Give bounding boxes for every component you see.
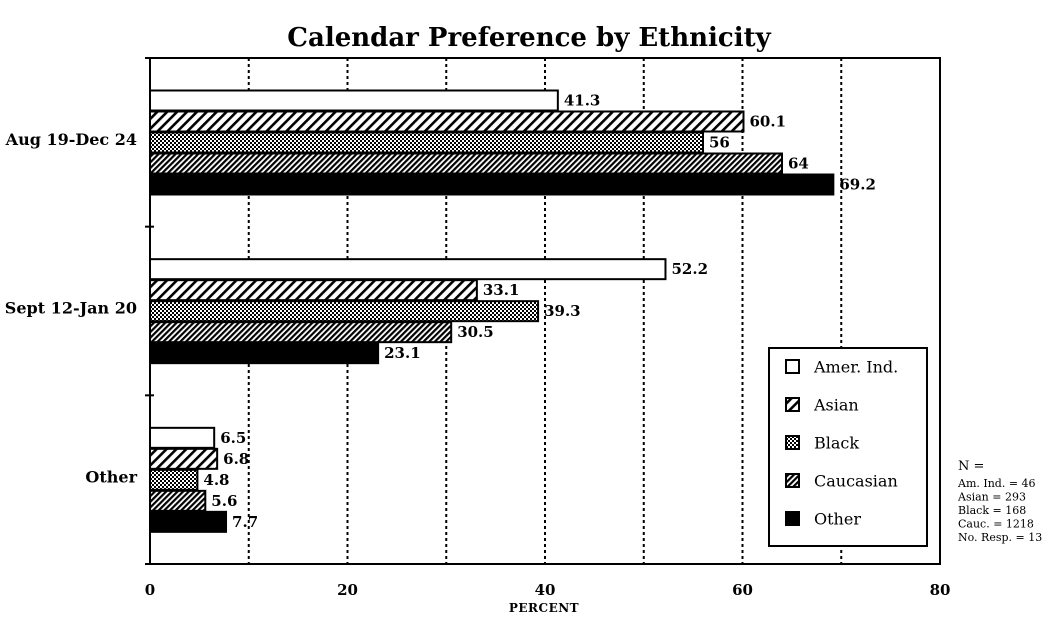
legend-entry: Caucasian — [814, 472, 898, 491]
data-label: 23.1 — [384, 344, 421, 362]
x-tick-label: 40 — [535, 581, 556, 599]
data-label: 5.6 — [211, 492, 237, 510]
x-tick-label: 60 — [732, 581, 753, 599]
data-label: 69.2 — [839, 176, 876, 194]
data-label: 33.1 — [483, 281, 520, 299]
category-label: Aug 19-Dec 24 — [5, 130, 137, 149]
bar — [149, 321, 453, 344]
data-label: 7.7 — [232, 513, 258, 531]
legend-swatch — [785, 359, 800, 374]
bar — [149, 447, 219, 470]
x-tick-label: 80 — [930, 581, 951, 599]
legend-entry: Other — [814, 510, 861, 529]
bar — [149, 152, 783, 175]
chart-title: Calendar Preference by Ethnicity — [287, 23, 771, 53]
bar — [149, 110, 745, 133]
data-label: 6.8 — [223, 450, 249, 468]
category-label: Other — [85, 467, 137, 486]
data-label: 6.5 — [220, 429, 246, 447]
bar — [149, 279, 478, 302]
data-label: 30.5 — [457, 323, 494, 341]
bar — [149, 131, 704, 154]
legend-entry: Amer. Ind. — [813, 358, 898, 377]
data-label: 52.2 — [671, 260, 708, 278]
legend-swatch — [785, 473, 800, 488]
data-label: 41.3 — [564, 92, 601, 110]
legend-swatch — [785, 511, 800, 526]
x-tick-label: 20 — [337, 581, 358, 599]
sample-size-line: Black = 168 — [958, 504, 1026, 517]
legend-entry: Black — [814, 434, 859, 453]
category-labels: Aug 19-Dec 24 Sept 12-Jan 20 Other — [5, 130, 138, 486]
sample-size-line: Asian = 293 — [957, 491, 1026, 504]
bar — [149, 89, 559, 112]
data-label: 64 — [788, 155, 809, 173]
bar — [149, 258, 667, 281]
legend: Amer. Ind. Asian Black Caucasian Other — [768, 347, 928, 547]
bar — [149, 510, 228, 533]
sample-size-heading: N = — [958, 459, 984, 474]
bars — [149, 89, 835, 533]
x-tick-labels: 0 20 40 60 80 — [145, 581, 951, 599]
bar — [149, 342, 380, 365]
x-axis-label: PERCENT — [509, 601, 579, 615]
legend-swatch — [785, 435, 800, 450]
bar — [149, 173, 835, 196]
y-axis-ticks — [145, 57, 154, 565]
data-label: 60.1 — [749, 113, 786, 131]
value-labels: 41.3 60.1 56 64 69.2 52.2 33.1 39.3 30.5 23.1 6.5 6… — [203, 92, 875, 531]
bar — [149, 426, 216, 449]
data-label: 39.3 — [544, 302, 581, 320]
sample-size-line: No. Resp. = 13 — [958, 531, 1042, 544]
legend-entry: Asian — [813, 396, 859, 415]
bar — [149, 489, 207, 512]
bar — [149, 468, 199, 491]
data-label: 4.8 — [203, 471, 229, 489]
data-label: 56 — [709, 134, 730, 152]
sample-size-line: Cauc. = 1218 — [958, 518, 1034, 531]
bar — [149, 300, 540, 323]
x-tick-label: 0 — [145, 581, 155, 599]
category-label: Sept 12-Jan 20 — [5, 299, 137, 318]
sample-size-line: Am. Ind. = 46 — [957, 477, 1036, 490]
legend-swatch — [785, 397, 800, 412]
